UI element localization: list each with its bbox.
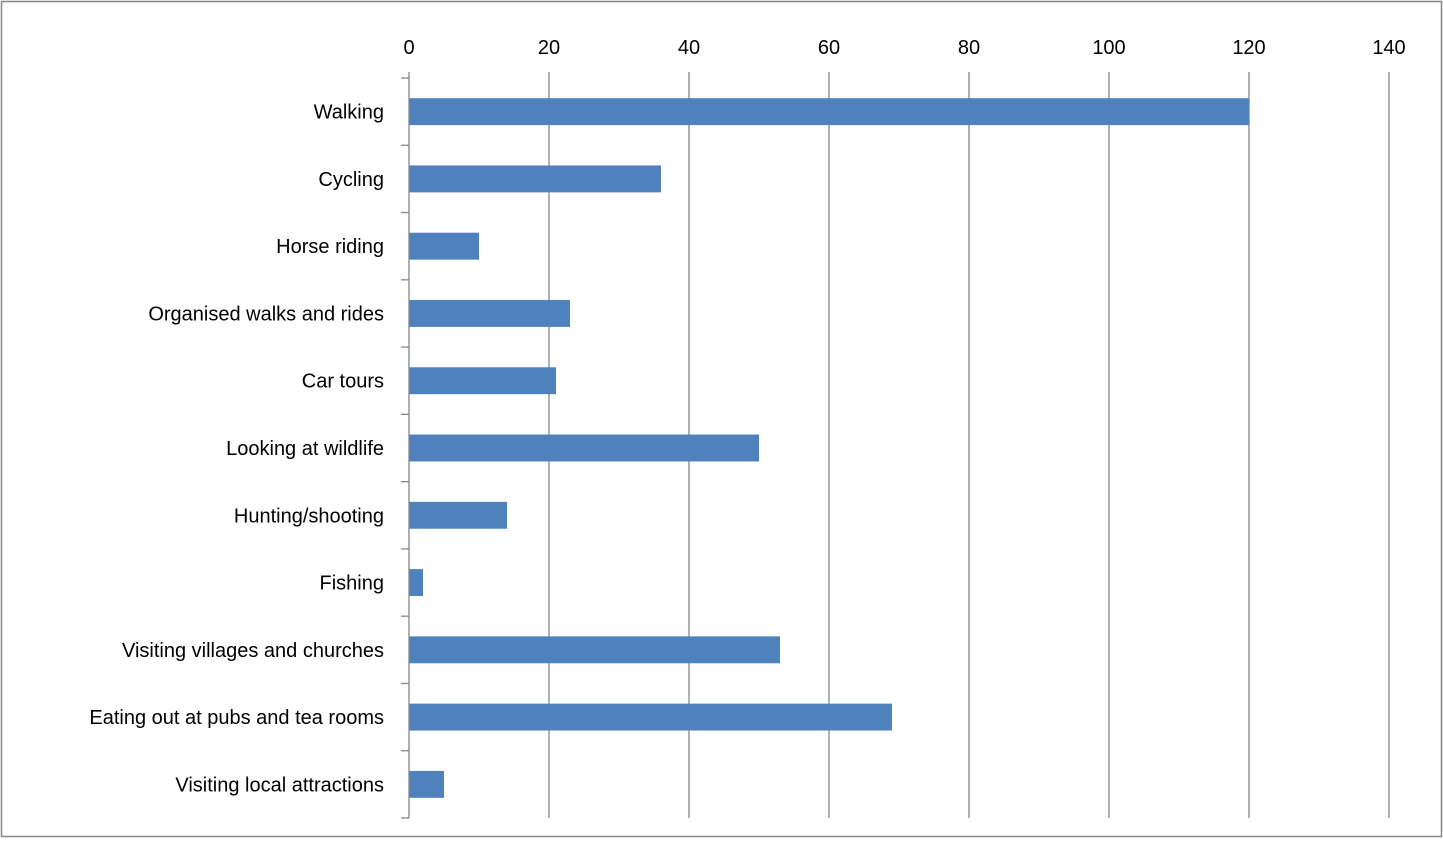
- category-label: Visiting villages and churches: [122, 640, 384, 662]
- bars: [409, 98, 1249, 798]
- bar-hunting-shooting: [409, 501, 507, 529]
- x-tick-label: 20: [538, 37, 560, 59]
- x-tick-label: 60: [818, 37, 840, 59]
- category-label: Walking: [314, 102, 384, 124]
- x-tick-label: 0: [403, 37, 414, 59]
- bar-walking: [409, 98, 1249, 126]
- category-label: Fishing: [320, 573, 384, 595]
- bar-visiting-villages-and-churches: [409, 636, 780, 664]
- bar-organised-walks-and-rides: [409, 300, 570, 327]
- bar-horse-riding: [409, 232, 479, 260]
- x-tick-label: 100: [1092, 37, 1125, 59]
- category-label: Car tours: [302, 371, 384, 393]
- category-label: Hunting/shooting: [234, 505, 384, 527]
- category-label: Organised walks and rides: [148, 303, 384, 325]
- category-label: Looking at wildlife: [226, 438, 384, 460]
- gridlines: [548, 72, 1390, 818]
- bar-fishing: [409, 569, 423, 596]
- bar-looking-at-wildlife: [409, 434, 759, 462]
- bar-cycling: [409, 165, 661, 193]
- x-tick-label: 140: [1372, 37, 1405, 59]
- category-label: Horse riding: [276, 236, 384, 258]
- category-label: Cycling: [318, 169, 384, 191]
- axes: 0 20 40 60 80 100 120 140: [401, 37, 1406, 819]
- x-tick-label: 80: [958, 37, 980, 59]
- bar-car-tours: [409, 367, 556, 395]
- category-label: Visiting local attractions: [175, 774, 384, 796]
- x-tick-label: 120: [1232, 37, 1265, 59]
- category-label: Eating out at pubs and tea rooms: [89, 707, 384, 729]
- x-tick-label: 40: [678, 37, 700, 59]
- labels: Walking Cycling Horse riding Organised walk…: [89, 102, 384, 797]
- bar-eating-out-at-pubs-and-tea-rooms: [409, 703, 892, 731]
- bar-visiting-local-attractions: [409, 770, 444, 798]
